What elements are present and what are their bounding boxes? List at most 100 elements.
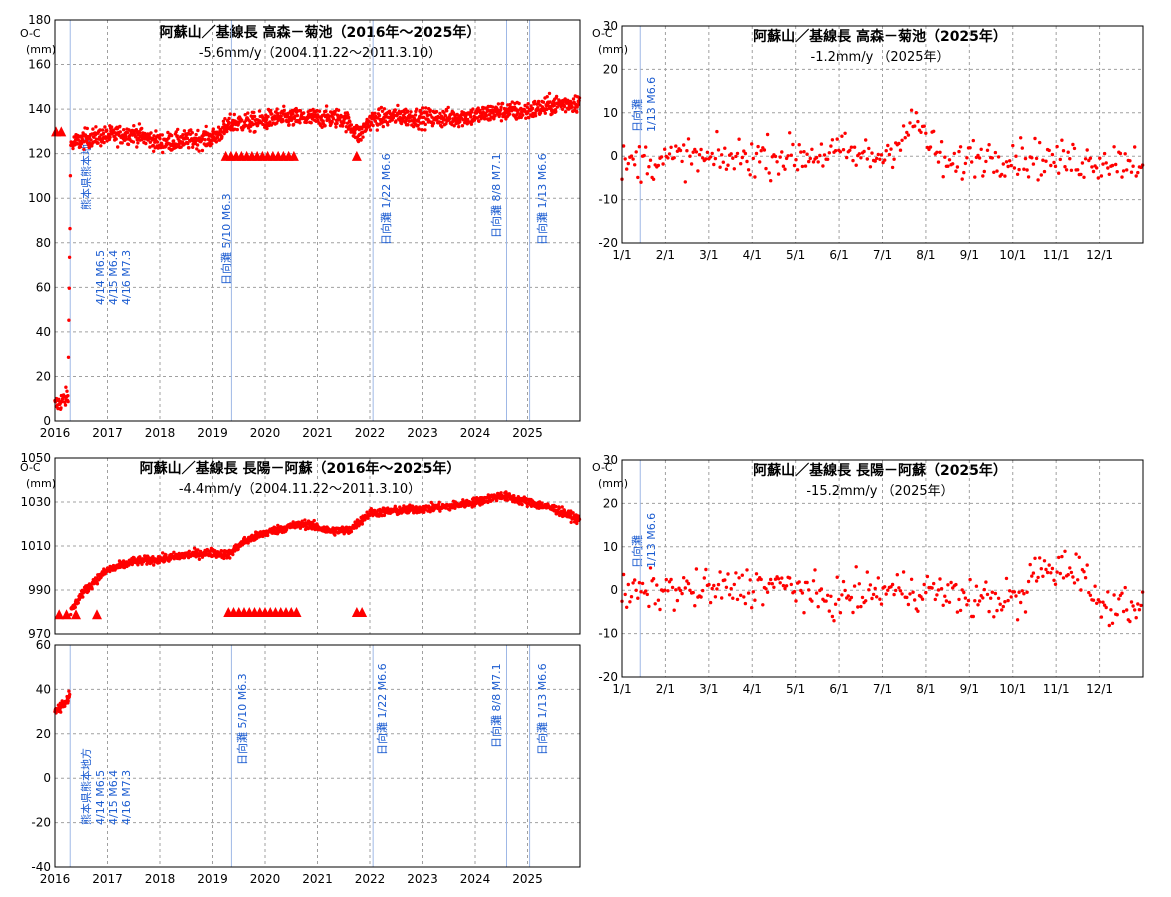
data-point bbox=[982, 587, 986, 592]
data-point bbox=[479, 115, 484, 120]
grid bbox=[622, 26, 1143, 243]
data-point bbox=[396, 103, 400, 108]
data-point bbox=[182, 129, 187, 133]
data-point bbox=[810, 599, 814, 603]
data-point bbox=[957, 149, 961, 154]
data-point bbox=[63, 403, 68, 407]
y-tick-label: 10 bbox=[603, 540, 618, 554]
data-point bbox=[114, 137, 118, 141]
data-point bbox=[648, 566, 653, 570]
data-point bbox=[909, 108, 914, 112]
data-point bbox=[1031, 571, 1036, 575]
data-point bbox=[223, 117, 227, 121]
triangle-marker bbox=[54, 609, 65, 620]
data-point bbox=[94, 137, 99, 141]
data-point bbox=[231, 552, 235, 557]
data-point bbox=[932, 581, 936, 586]
data-point bbox=[476, 106, 480, 110]
event-label-kumamoto-0416: 4/16 M7.3 bbox=[120, 770, 133, 825]
data-point bbox=[996, 155, 1001, 159]
data-point bbox=[125, 131, 130, 135]
data-point bbox=[1011, 143, 1015, 148]
data-point bbox=[324, 104, 329, 108]
data-point bbox=[291, 520, 295, 524]
data-point bbox=[460, 124, 465, 128]
data-point bbox=[1072, 581, 1077, 585]
data-point bbox=[1076, 578, 1080, 582]
data-point bbox=[1137, 608, 1142, 612]
data-point bbox=[696, 169, 700, 173]
data-point bbox=[1038, 556, 1042, 560]
chart-title: 阿蘇山／基線長 高森－菊池（2025年） bbox=[753, 28, 1007, 45]
data-point bbox=[886, 143, 890, 148]
chart-subtitle: -15.2mm/y （2025年） bbox=[806, 484, 953, 499]
data-point bbox=[524, 116, 528, 120]
grid bbox=[55, 645, 580, 867]
data-point bbox=[424, 106, 428, 110]
x-tick-label: 6/1 bbox=[829, 248, 848, 262]
data-point bbox=[908, 121, 912, 125]
data-point bbox=[1026, 175, 1031, 179]
data-point bbox=[718, 570, 722, 574]
data-point bbox=[187, 549, 191, 553]
data-point bbox=[470, 110, 474, 114]
data-point bbox=[898, 589, 903, 593]
data-point bbox=[303, 518, 307, 522]
data-point bbox=[897, 141, 901, 146]
data-point bbox=[195, 143, 200, 147]
data-point bbox=[748, 578, 752, 582]
data-point bbox=[547, 91, 552, 96]
data-point bbox=[1038, 140, 1042, 145]
x-tick-label: 2021 bbox=[302, 426, 333, 440]
data-point bbox=[1019, 136, 1023, 140]
x-tick-label: 2019 bbox=[197, 426, 228, 440]
data-point bbox=[494, 498, 499, 503]
data-point bbox=[735, 597, 740, 602]
data-point bbox=[197, 557, 202, 561]
data-point bbox=[228, 556, 232, 560]
data-point bbox=[1087, 590, 1091, 595]
data-point bbox=[723, 146, 727, 150]
data-point bbox=[939, 587, 944, 591]
data-point bbox=[1034, 156, 1039, 161]
data-point bbox=[191, 145, 195, 149]
x-tick-label: 2019 bbox=[197, 872, 228, 886]
y-axis-label-oc: O-C bbox=[592, 27, 613, 40]
data-point bbox=[867, 146, 871, 151]
data-point bbox=[438, 111, 442, 116]
data-point bbox=[802, 611, 806, 615]
data-point bbox=[724, 167, 729, 171]
data-point bbox=[876, 152, 880, 157]
data-point bbox=[688, 154, 692, 158]
data-point bbox=[182, 556, 187, 560]
data-point bbox=[275, 121, 279, 125]
data-point bbox=[726, 572, 730, 576]
data-point bbox=[1076, 168, 1080, 172]
data-point bbox=[59, 710, 63, 714]
data-point bbox=[507, 109, 511, 113]
data-point bbox=[932, 129, 936, 133]
data-point bbox=[977, 599, 982, 603]
data-point bbox=[95, 582, 100, 586]
data-point bbox=[571, 511, 575, 515]
data-point bbox=[656, 163, 661, 168]
data-point bbox=[418, 108, 423, 113]
data-point bbox=[647, 604, 651, 609]
data-point bbox=[1110, 163, 1115, 168]
data-point bbox=[870, 151, 874, 155]
data-point bbox=[859, 604, 863, 609]
data-point bbox=[739, 162, 743, 166]
data-point bbox=[854, 163, 858, 167]
event-label-hyuga-region: 日向灘 bbox=[630, 99, 644, 132]
data-point bbox=[1058, 157, 1063, 162]
data-point bbox=[767, 581, 771, 586]
data-point bbox=[530, 106, 535, 111]
data-point bbox=[976, 153, 980, 158]
data-point bbox=[629, 595, 634, 599]
data-point bbox=[634, 588, 638, 592]
data-point bbox=[913, 124, 917, 128]
data-point bbox=[138, 131, 142, 135]
data-point bbox=[268, 120, 272, 124]
data-point bbox=[543, 111, 547, 115]
